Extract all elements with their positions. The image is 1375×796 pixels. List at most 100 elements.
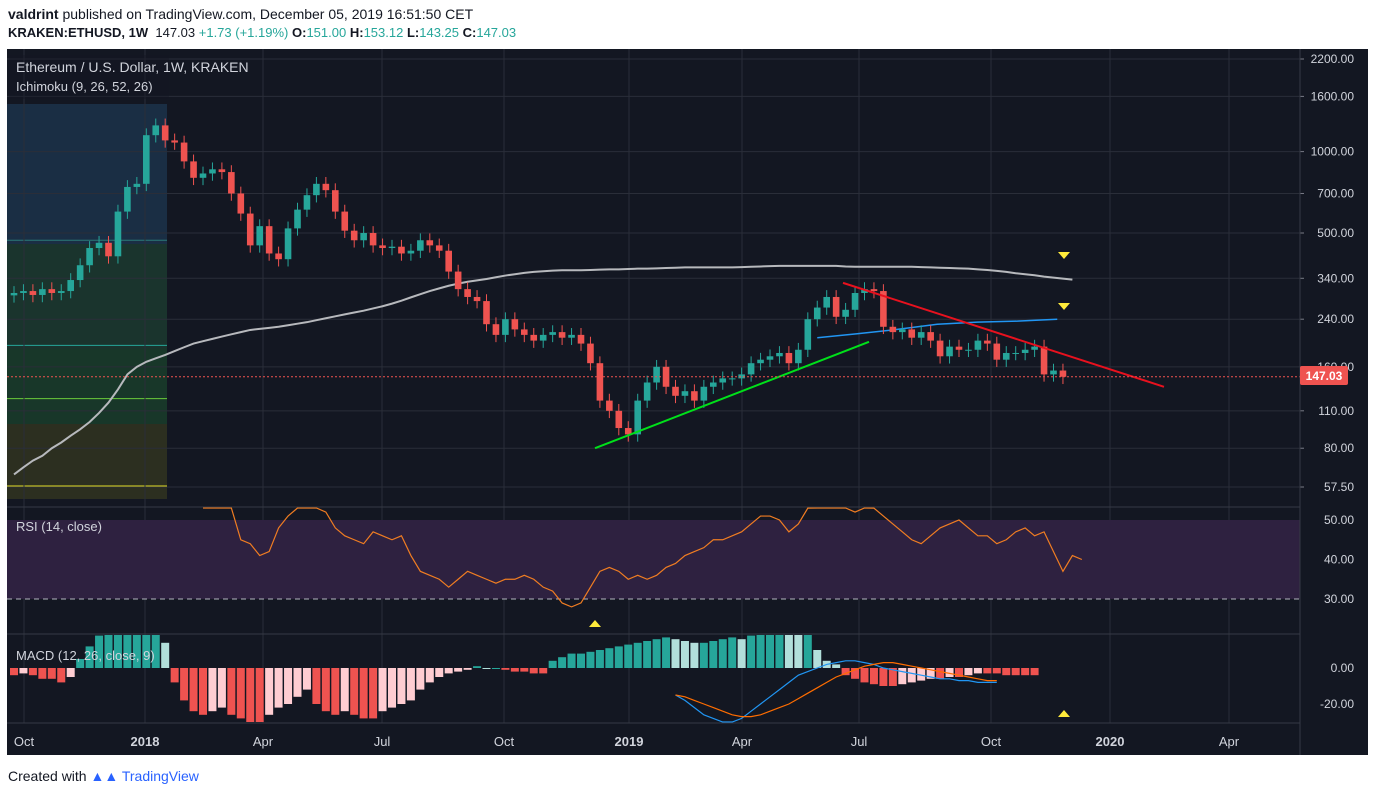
macd-tick-label: 0.00: [1331, 661, 1355, 675]
low-value: 143.25: [419, 25, 459, 40]
candle: [757, 359, 764, 364]
candle: [256, 226, 263, 246]
candle: [813, 307, 821, 320]
macd-bar: [388, 668, 396, 708]
rsi-tick-label: 50.00: [1324, 513, 1354, 527]
candle: [587, 343, 594, 364]
macd-bar: [1021, 668, 1030, 676]
candle: [984, 340, 991, 344]
candle: [643, 382, 651, 401]
macd-bar: [803, 635, 812, 668]
macd-bar: [208, 668, 217, 712]
candle: [577, 334, 585, 344]
macd-bar: [85, 646, 94, 668]
macd-bar: [435, 668, 444, 677]
candle: [568, 334, 575, 338]
author-name[interactable]: valdrint: [8, 6, 59, 22]
candle: [993, 343, 1001, 360]
macd-bar: [57, 668, 66, 683]
macd-bar: [66, 668, 75, 677]
macd-bar: [775, 635, 784, 668]
candle: [171, 140, 178, 143]
trend-lines: [7, 252, 1300, 450]
candle: [57, 291, 65, 293]
candle: [965, 349, 972, 351]
grid-lines: [7, 49, 1300, 723]
candle: [1002, 352, 1010, 360]
macd-bar: [917, 668, 926, 681]
rsi-tick-label: 40.00: [1324, 553, 1354, 567]
candle: [615, 410, 623, 429]
macd-bar: [350, 668, 359, 715]
macd-bar: [832, 664, 841, 668]
candle: [719, 378, 727, 383]
chart-area[interactable]: 57.5080.00110.00160.00240.00340.00500.00…: [7, 49, 1368, 755]
candle: [776, 352, 783, 357]
time-tick-label: Apr: [1219, 734, 1240, 749]
macd-bar: [595, 650, 604, 668]
macd-bar: [284, 668, 293, 704]
ichimoku-legend: Ichimoku (9, 26, 52, 26): [16, 79, 153, 94]
macd-bar: [529, 668, 538, 674]
candle: [936, 340, 944, 357]
macd-bar: [113, 635, 122, 668]
candle: [1031, 346, 1038, 350]
macd-bar: [860, 668, 869, 683]
fib-levels: [7, 239, 167, 487]
macd-bar: [28, 668, 37, 676]
tradingview-brand[interactable]: TradingView: [121, 768, 199, 784]
macd-bar: [95, 635, 104, 668]
chart-svg[interactable]: 57.5080.00110.00160.00240.00340.00500.00…: [7, 49, 1368, 755]
macd-bar: [926, 668, 935, 679]
time-axis: Oct 2018 Apr Jul Oct 2019 Apr Jul Oct 2020 Apr: [14, 734, 1240, 749]
macd-bar: [841, 668, 850, 676]
macd-bar: [255, 668, 264, 722]
price-tick-label: 500.00: [1317, 226, 1354, 240]
candle: [39, 289, 46, 295]
time-tick-label: 2018: [131, 734, 160, 749]
macd-bar: [643, 641, 652, 668]
candle: [785, 352, 793, 364]
candle: [842, 309, 849, 317]
candle: [1050, 370, 1057, 375]
macd-bar: [520, 668, 529, 672]
candle: [473, 296, 481, 302]
macd-bar: [491, 668, 500, 669]
high-label: H:: [349, 25, 364, 40]
high-value: 153.12: [363, 25, 404, 40]
candle: [454, 271, 462, 290]
candle: [48, 289, 56, 293]
candle: [246, 213, 254, 246]
candle: [332, 190, 339, 212]
macd-bar: [454, 668, 463, 672]
macd-pane: [10, 635, 1070, 723]
last-price-label: 147.03: [1306, 369, 1343, 383]
candle: [530, 334, 538, 341]
macd-bar: [1002, 668, 1011, 676]
candle: [823, 296, 830, 308]
candle: [379, 245, 386, 249]
macd-tick-label: -20.00: [1320, 697, 1354, 711]
macd-bar: [992, 668, 1001, 674]
last-price: 147.03: [155, 25, 196, 40]
macd-bar: [123, 635, 132, 668]
macd-bar: [397, 668, 406, 704]
rsi-legend: RSI (14, close): [16, 519, 102, 534]
candle: [152, 125, 160, 136]
last-price-tag: [1300, 366, 1348, 385]
macd-bar: [936, 668, 945, 679]
candle: [710, 382, 717, 387]
macd-line: [675, 660, 997, 723]
candle: [388, 246, 396, 249]
macd-bar: [945, 668, 954, 677]
macd-bar: [869, 668, 878, 685]
macd-bar: [425, 668, 434, 683]
macd-bar: [444, 668, 453, 674]
candle: [417, 240, 424, 251]
candle: [728, 378, 736, 380]
macd-bar: [699, 642, 708, 668]
candle: [1021, 349, 1029, 353]
price-tick-label: 240.00: [1317, 312, 1354, 326]
macd-bar: [246, 668, 255, 722]
candle: [209, 169, 216, 174]
